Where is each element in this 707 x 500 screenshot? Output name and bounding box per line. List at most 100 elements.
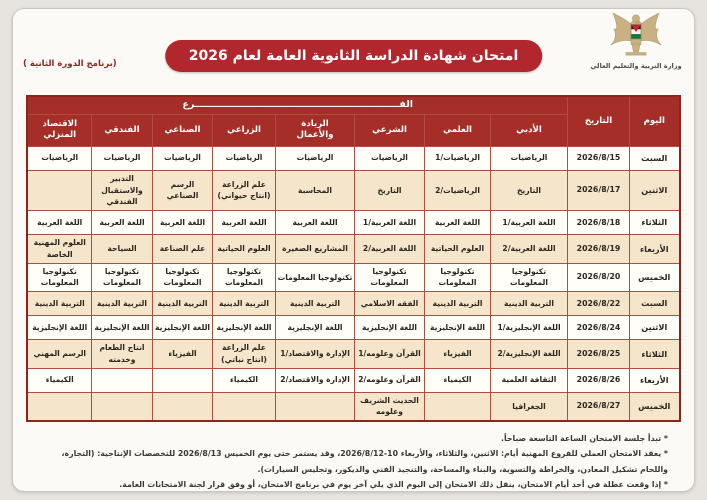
subject-cell: اللغة العربية xyxy=(212,210,276,236)
subject-cell xyxy=(152,391,213,422)
day-cell: الأربعاء xyxy=(629,367,680,393)
date-cell: 2026/8/26 xyxy=(567,367,630,393)
program-session-note: (برنامج الدورة الثانية ) xyxy=(23,59,117,69)
date-cell: 2026/8/18 xyxy=(567,210,630,236)
exam-row: السبت 2026/8/15 الرياضيات الرياضيات/1 الرياض… xyxy=(26,145,680,171)
subject-cell: الرياضيات xyxy=(212,145,276,171)
subject-cell: اللغة العربية xyxy=(152,210,213,236)
subject-cell: اللغة الإنجليزية xyxy=(275,315,355,341)
subject-cell: الإدارة والاقتصاد/2 xyxy=(275,367,355,393)
subject-cell: اللغة العربية xyxy=(424,210,491,236)
date-cell: 2026/8/20 xyxy=(567,262,630,293)
subject-cell: الرياضيات xyxy=(354,145,425,171)
subject-cell xyxy=(424,391,491,422)
exam-row: الثلاثاء 2026/8/18 اللغة العربية/1 اللغة ال… xyxy=(26,210,680,236)
eagle-emblem-icon xyxy=(610,12,662,56)
subject-cell: القرآن وعلومه/1 xyxy=(354,339,425,369)
subject-cell: العلوم الحياتية xyxy=(424,234,491,264)
footnote: * يعقد الامتحان العملي للفروع المهنية أي… xyxy=(61,449,668,474)
header-branch-group: الفـــــــــــــــــــــــــــــــــــــ… xyxy=(26,95,569,115)
subject-cell: المحاسبة xyxy=(275,169,355,212)
subject-cell: الرياضيات xyxy=(26,145,93,171)
subject-cell: الفيزياء xyxy=(424,339,491,369)
exam-row: الاثنين 2026/8/24 اللغة الإنجليزية/1 اللغة … xyxy=(26,315,680,341)
subject-cell: تكنولوجيا المعلومات xyxy=(152,262,213,293)
subject-cell: الإدارة والاقتصاد/1 xyxy=(275,339,355,369)
subject-cell: التربية الدينية xyxy=(152,291,213,317)
exam-row: الأربعاء 2026/8/19 اللغة العربية/2 العلوم ا… xyxy=(26,234,680,264)
table-header: اليوم التاريخ الفـــــــــــــــــــــــ… xyxy=(26,95,680,147)
subject-cell: الفقه الاسلامي xyxy=(354,291,425,317)
subject-cell xyxy=(275,391,355,422)
header-branch: العلمي xyxy=(424,113,491,147)
subject-cell: علم الزراعة (انتاج نباتي) xyxy=(212,339,276,369)
subject-cell: علم الزراعة (انتاج حيواني) xyxy=(212,169,276,212)
table-body: السبت 2026/8/15 الرياضيات الرياضيات/1 الرياض… xyxy=(26,145,680,422)
exam-row: الخميس 2026/8/27 الجغرافيا الحديث الشريف وع… xyxy=(26,391,680,422)
subject-cell: الرياضيات/1 xyxy=(424,145,491,171)
subject-cell: الرياضيات xyxy=(490,145,568,171)
exam-row: الثلاثاء 2026/8/25 اللغة الإنجليزية/2 الفيز… xyxy=(26,339,680,369)
subject-cell: العلوم الحياتية xyxy=(212,234,276,264)
header-branch: الريادة والأعمال xyxy=(275,113,355,147)
header-branch: الأدبي xyxy=(490,113,568,147)
day-cell: الاثنين xyxy=(629,169,680,212)
subject-cell: التربية الدينية xyxy=(26,291,93,317)
subject-cell: السياحة xyxy=(91,234,153,264)
exam-schedule-table: اليوم التاريخ الفـــــــــــــــــــــــ… xyxy=(26,95,681,423)
subject-cell: التربية الدينية xyxy=(91,291,153,317)
subject-cell: تكنولوجيا المعلومات xyxy=(424,262,491,293)
header-branch: الشرعي xyxy=(354,113,425,147)
subject-cell: اللغة الإنجليزية/2 xyxy=(490,339,568,369)
day-cell: الثلاثاء xyxy=(629,210,680,236)
subject-cell: تكنولوجيا المعلومات xyxy=(275,262,355,293)
exam-row: الاثنين 2026/8/17 التاريخ الرياضيات/2 التاري… xyxy=(26,169,680,212)
subject-cell xyxy=(152,367,213,393)
exam-row: السبت 2026/8/22 التربية الدينية التربية الد… xyxy=(26,291,680,317)
subject-cell xyxy=(212,391,276,422)
subject-cell xyxy=(91,367,153,393)
subject-cell: اللغة العربية xyxy=(91,210,153,236)
subject-cell: تكنولوجيا المعلومات xyxy=(354,262,425,293)
subject-cell: اللغة العربية xyxy=(26,210,93,236)
palestine-flag-shield xyxy=(630,24,642,40)
subject-cell: التاريخ xyxy=(354,169,425,212)
branch-header-row: الأدبي العلمي الشرعي الريادة والأعمال الزراع… xyxy=(26,113,679,147)
header-branch: الاقتصاد المنزلي xyxy=(26,113,93,147)
subject-cell: تكنولوجيا المعلومات xyxy=(212,262,276,293)
page-title: امتحان شهادة الدراسة الثانوية العامة لعا… xyxy=(164,40,543,72)
day-cell: الخميس xyxy=(629,262,680,293)
subject-cell: التربية الدينية xyxy=(275,291,355,317)
subject-cell: الرياضيات/2 xyxy=(424,169,491,212)
subject-cell: الرياضيات xyxy=(152,145,213,171)
subject-cell: تكنولوجيا المعلومات xyxy=(26,262,93,293)
subject-cell: التربية الدينية xyxy=(424,291,491,317)
subject-cell: الثقافة العلمية xyxy=(490,367,568,393)
subject-cell: اللغة الإنجليزية xyxy=(152,315,213,341)
date-cell: 2026/8/22 xyxy=(567,291,630,317)
subject-cell: تكنولوجيا المعلومات xyxy=(490,262,568,293)
footnote: * تبدأ جلسة الامتحان الساعة التاسعة صباح… xyxy=(501,434,668,444)
subject-cell: الرياضيات xyxy=(275,145,355,171)
subject-cell xyxy=(26,391,93,422)
subject-cell: التاريخ xyxy=(490,169,568,212)
subject-cell: الرسم المهني xyxy=(26,339,93,369)
subject-cell: العلوم المهنية الخاصة xyxy=(26,234,93,264)
subject-cell: اللغة العربية xyxy=(275,210,355,236)
subject-cell: اللغة الإنجليزية xyxy=(26,315,93,341)
exam-row: الخميس 2026/8/20 تكنولوجيا المعلومات تكنولو… xyxy=(26,262,680,293)
exam-row: الأربعاء 2026/8/26 الثقافة العلمية الكيمياء… xyxy=(26,367,680,393)
header-branch: الفندقي xyxy=(91,113,153,147)
subject-cell: اللغة الإنجليزية xyxy=(424,315,491,341)
day-cell: الخميس xyxy=(629,391,680,422)
subject-cell xyxy=(26,169,93,212)
subject-cell: التربية الدينية xyxy=(490,291,568,317)
subject-cell: الرسم الصناعي xyxy=(152,169,213,212)
footnote: * إذا وقعت عطلة في أحد أيام الامتحان، ين… xyxy=(119,479,668,489)
subject-cell: الحديث الشريف وعلومه xyxy=(354,391,425,422)
subject-cell: التدبير والاستقبال الفندقي xyxy=(91,169,153,212)
document-header: وزارة التربية والتعليم العالي امتحان شها… xyxy=(13,9,694,95)
date-cell: 2026/8/24 xyxy=(567,315,630,341)
date-cell: 2026/8/25 xyxy=(567,339,630,369)
